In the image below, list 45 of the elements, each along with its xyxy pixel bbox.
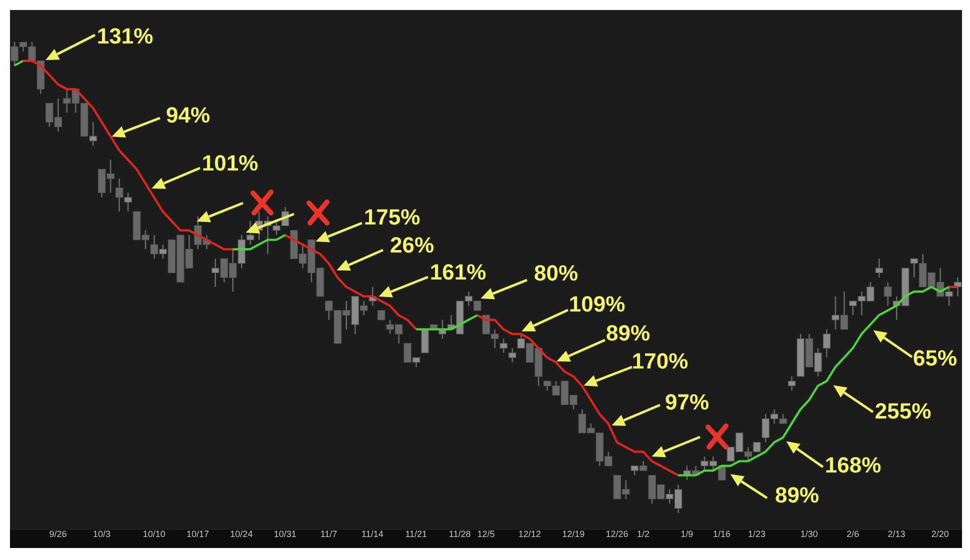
x-tick-label: 1/30 [800, 529, 818, 539]
x-tick-label: 10/31 [274, 529, 296, 539]
x-tick-label: 1/16 [713, 529, 731, 539]
x-tick-label: 2/13 [888, 529, 906, 539]
annotation: 255% [874, 398, 932, 424]
annotation: 109% [568, 292, 626, 316]
x-tick-label: 12/5 [477, 529, 495, 539]
candlestick [500, 338, 508, 354]
annotation: 65% [912, 346, 958, 370]
x-tick-label: 12/12 [518, 529, 541, 539]
annotation: 89% [606, 320, 650, 346]
annotation: 94% [166, 102, 210, 128]
annotation: 80% [534, 260, 578, 286]
annotation: 89% [774, 482, 820, 508]
x-tick-label: 10/17 [186, 529, 210, 539]
annotation: 131% [96, 24, 154, 48]
x-tick-label: 11/14 [362, 529, 384, 539]
candlestick [421, 329, 429, 354]
annotation: 170% [632, 348, 688, 374]
x-tick-label: 1/9 [680, 529, 694, 539]
candlestick [508, 348, 516, 363]
x-tick-label: 2/6 [846, 529, 860, 539]
x-tick-label: 10/24 [230, 529, 253, 539]
x-tick-label: 10/3 [92, 529, 110, 539]
annotation: 161% [430, 260, 486, 284]
x-tick-label: 12/19 [562, 529, 585, 539]
x-tick-label: 11/28 [448, 529, 471, 539]
annotation: 97% [664, 390, 710, 414]
x-tick-label: 11/7 [320, 529, 338, 539]
candlestick [788, 376, 796, 392]
x-tick-label: 1/2 [636, 529, 650, 539]
x-tick-label: 2/20 [931, 529, 949, 539]
candlestick [822, 328, 831, 358]
x-tick-label: 12/26 [606, 529, 628, 539]
annotation: 101% [202, 150, 258, 176]
candlestick [875, 258, 883, 278]
x-tick-label: 9/26 [49, 529, 67, 539]
x-tick-label: 11/21 [405, 529, 428, 539]
annotation: 175% [364, 204, 420, 230]
x-tick-label: 10/10 [142, 529, 166, 539]
annotation: 26% [390, 232, 434, 258]
candlestick [884, 282, 892, 306]
annotation: 168% [824, 452, 882, 478]
x-tick-label: 1/23 [748, 529, 766, 539]
candlestick [378, 310, 386, 320]
